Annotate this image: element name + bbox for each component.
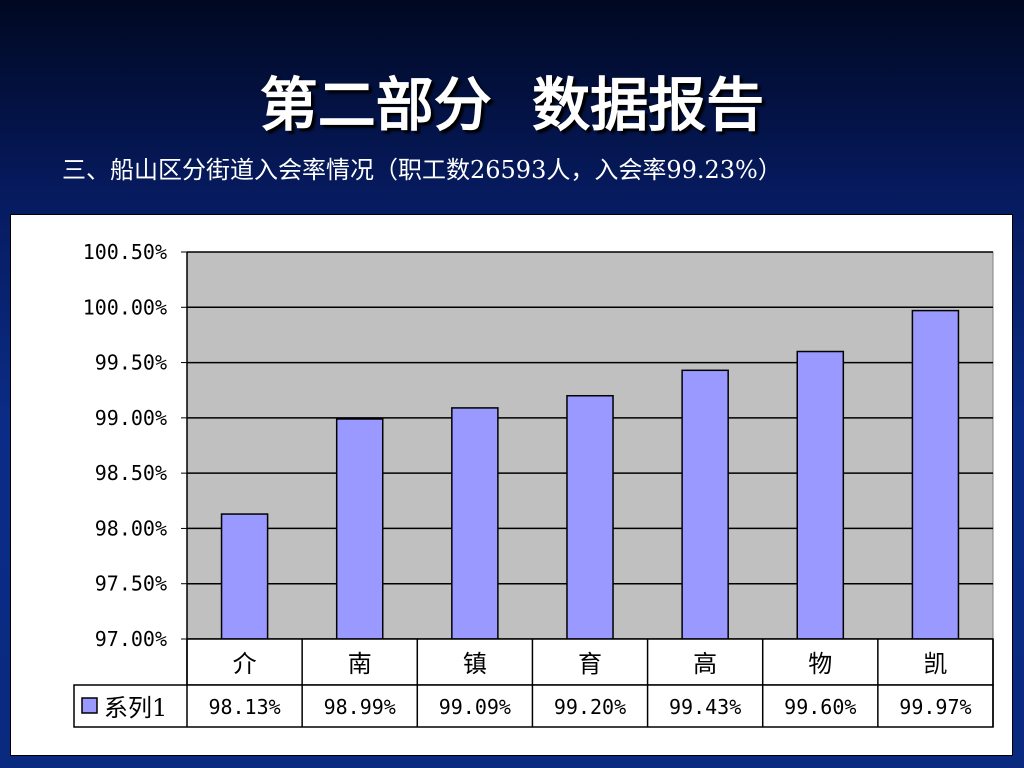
- category-label-7: 凯: [923, 650, 947, 678]
- category-label-1: 介: [233, 650, 257, 678]
- bar-2: [335, 418, 384, 640]
- legend-swatch: [81, 697, 98, 714]
- slide-title: 第二部分 数据报告: [259, 71, 765, 139]
- y-tick-label: 97.50%: [95, 572, 167, 596]
- data-label-7: 99.97%: [899, 695, 971, 719]
- data-label-1: 98.13%: [208, 695, 280, 719]
- bar-1: [220, 513, 269, 640]
- data-label-3: 99.09%: [439, 695, 511, 719]
- data-label-2: 98.99%: [324, 695, 396, 719]
- bar-3: [451, 407, 499, 640]
- y-tick-label: 100.00%: [83, 295, 167, 319]
- chart-panel: 97.00% 97.50% 98.00% 98.50% 99.00% 99.50% 100.…: [10, 214, 1013, 756]
- category-label-3: 镇: [463, 650, 487, 678]
- y-tick-label: 99.00%: [95, 406, 167, 430]
- y-tick-label: 99.50%: [95, 351, 167, 375]
- y-tick-label: 98.00%: [95, 516, 167, 540]
- slide-subtitle: 三、船山区分街道入会率情况（职工数26593人，入会率99.23%）: [62, 156, 782, 184]
- legend-label: 系列1: [104, 694, 167, 722]
- category-label-2: 南: [348, 650, 372, 678]
- data-label-6: 99.60%: [784, 695, 856, 719]
- category-label-6: 物: [808, 650, 832, 678]
- data-label-5: 99.43%: [669, 695, 741, 719]
- category-label-4: 育: [578, 650, 602, 678]
- y-tick-label: 97.00%: [95, 627, 167, 651]
- bar-chart: 97.00% 97.50% 98.00% 98.50% 99.00% 99.50% 100.…: [73, 240, 994, 728]
- data-label-4: 99.20%: [554, 695, 626, 719]
- bar-7: [911, 309, 960, 640]
- y-tick-label: 98.50%: [95, 461, 167, 485]
- y-tick-label: 100.50%: [83, 240, 167, 264]
- value-row: [73, 684, 994, 728]
- bar-4: [566, 394, 614, 640]
- category-label-5: 高: [693, 650, 717, 678]
- bar-5: [681, 369, 729, 640]
- bar-6: [796, 350, 845, 640]
